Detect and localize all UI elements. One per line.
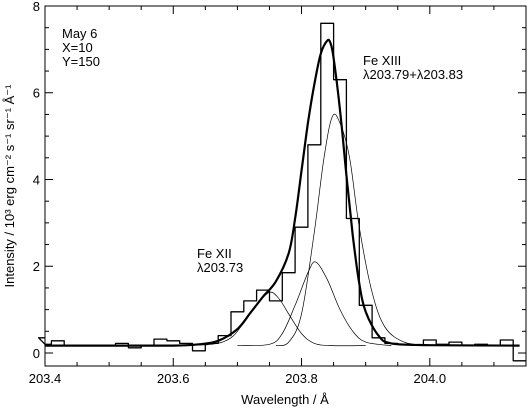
series-component-4 [275, 113, 430, 346]
annotation-y: Y=150 [62, 54, 100, 69]
fe12-wavelength-label: λ203.73 [197, 260, 243, 275]
y-tick-label: 8 [33, 0, 40, 14]
annotation-date: May 6 [62, 26, 97, 41]
fe13-wavelength-label: λ203.79+λ203.83 [363, 67, 463, 82]
x-axis-title: Wavelength / Å [241, 392, 329, 407]
x-tick-label: 203.8 [285, 371, 318, 386]
y-tick-label: 4 [33, 172, 40, 187]
fe12-annotation: Fe XII λ203.73 [197, 246, 243, 275]
annotation-x: X=10 [62, 40, 93, 55]
plot-frame [44, 5, 527, 367]
x-tick-label: 203.6 [157, 371, 190, 386]
fe13-annotation: Fe XIII λ203.79+λ203.83 [363, 53, 463, 82]
axis-tick-labels: 203.4 203.6 203.8 204.0 0 2 4 6 8 [29, 0, 446, 386]
series-fit-total-1 [44, 38, 520, 347]
fe12-ion-label: Fe XII [197, 246, 232, 261]
series-component-2 [173, 291, 366, 347]
y-tick-label: 6 [33, 86, 40, 101]
y-tick-label: 2 [33, 259, 40, 274]
x-tick-label: 203.4 [29, 371, 62, 386]
observation-annotation: May 6 X=10 Y=150 [62, 26, 100, 69]
y-axis-title: Intensity / 10³ erg cm⁻² s⁻¹ sr⁻¹ Å⁻¹ [2, 84, 17, 288]
y-tick-label: 0 [33, 346, 40, 361]
x-tick-label: 204.0 [414, 371, 447, 386]
series-component-3 [237, 261, 392, 346]
axis-ticks [44, 5, 526, 366]
plot-lines [37, 22, 526, 362]
fe13-ion-label: Fe XIII [363, 53, 401, 68]
